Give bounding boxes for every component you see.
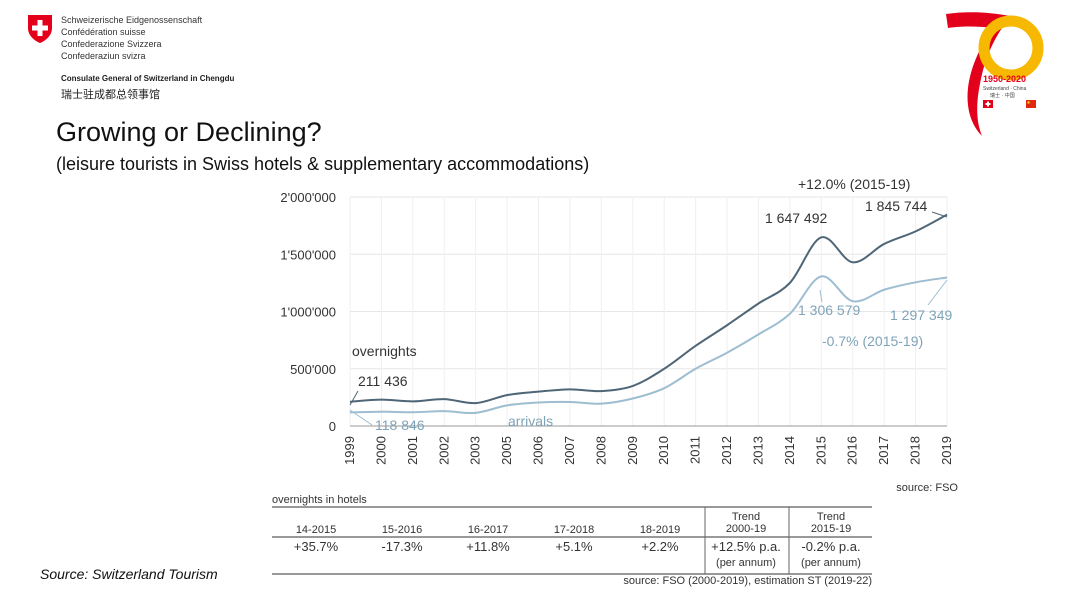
anniversary-countries: Switzerland · China [983, 86, 1027, 92]
chart-annotations: 211 436 118 846 1 647 492 1 845 744 +12.0% (… [349, 176, 952, 433]
x-tick-label: 2013 [750, 436, 765, 465]
table-source: source: FSO (2000-2019), estimation ST (… [623, 575, 872, 587]
series-line-overnights [349, 213, 948, 405]
x-tick-label: 2009 [625, 436, 640, 465]
anniversary-70-logo: 1950-2020 Switzerland · China 瑞士 · 中国 [946, 12, 1044, 136]
table-header-cell: 16-2017 [468, 524, 508, 536]
slide-title: Growing or Declining? [56, 117, 322, 147]
consulate-name-zh: 瑞士驻成都总领事馆 [61, 88, 160, 101]
table-header-cell: 18-2019 [640, 524, 680, 536]
x-tick-label: 2008 [593, 436, 608, 465]
x-tick-label: 2015 [813, 436, 828, 465]
x-tick-label: 1999 [342, 436, 357, 465]
x-tick-label: 2000 [373, 436, 388, 465]
chart-annotation: 211 436 [358, 373, 408, 389]
header-line: Schweizerische Eidgenossenschaft [61, 15, 203, 25]
annotation-leader [819, 289, 823, 303]
table-header-cell: 17-2018 [554, 524, 594, 536]
chart-annotation: 1 306 579 [798, 302, 860, 318]
x-tick-label: 2019 [939, 436, 954, 465]
table-header-cell: 14-2015 [296, 524, 336, 536]
series-label-arrivals: arrivals [508, 413, 553, 429]
y-tick-label: 500'000 [290, 362, 336, 377]
chart-annotation: 118 846 [375, 417, 425, 433]
table-header-cell: Trend [817, 511, 845, 523]
chart-annotation: 1 297 349 [890, 307, 952, 323]
annotation-leader [349, 390, 359, 406]
anniversary-countries-zh: 瑞士 · 中国 [990, 92, 1015, 99]
table-header-cell: 2015-19 [811, 523, 851, 535]
table-value-cell: (per annum) [716, 557, 776, 569]
x-tick-label: 2010 [656, 436, 671, 465]
table-value-cell: +35.7% [294, 539, 339, 554]
x-tick-label: 2011 [688, 436, 703, 464]
chart-annotation: -0.7% (2015-19) [822, 333, 923, 349]
anniversary-years: 1950-2020 [983, 74, 1026, 84]
china-flag-icon [1026, 100, 1036, 108]
table-value-cell: -17.3% [381, 539, 423, 554]
chart-grid [349, 196, 948, 427]
confederation-names: Schweizerische Eidgenossenschaft Confédé… [61, 14, 202, 62]
chart-source: source: FSO [896, 482, 958, 494]
series-line-arrivals [349, 275, 948, 415]
x-tick-label: 2018 [908, 436, 923, 465]
table-value-cell: +11.8% [466, 539, 510, 554]
annotation-leader [931, 211, 948, 218]
x-tick-label: 2005 [499, 436, 514, 465]
x-tick-label: 2002 [436, 436, 451, 465]
slide-source: Source: Switzerland Tourism [40, 566, 218, 582]
table-value-cell: -0.2% p.a. [801, 539, 860, 554]
table-value-cell: (per annum) [801, 557, 861, 569]
chart-annotation: 1 845 744 [865, 198, 927, 214]
x-tick-label: 2012 [719, 436, 734, 465]
x-tick-label: 2016 [845, 436, 860, 465]
x-tick-label: 2007 [562, 436, 577, 465]
table-value-cell: +2.2% [641, 539, 679, 554]
header-line: Confederaziun svizra [61, 51, 146, 61]
x-tick-label: 2006 [531, 436, 546, 465]
chart-series [349, 213, 948, 415]
slide-subtitle: (leisure tourists in Swiss hotels & supp… [56, 154, 590, 174]
table-value-cell: +5.1% [555, 539, 593, 554]
x-axis-ticks: 1999 2000 2001 2002 2003 2005 2006 2007 2008 2009… [342, 436, 954, 465]
table-header-cell: 15-2016 [382, 524, 422, 536]
series-label-overnights: overnights [352, 343, 417, 359]
x-tick-label: 2017 [876, 436, 891, 465]
header-line: Confédération suisse [61, 27, 146, 37]
table-header-cell: Trend [732, 511, 760, 523]
consulate-name-en: Consulate General of Switzerland in Chen… [61, 74, 235, 83]
header-line: Confederazione Svizzera [61, 39, 162, 49]
chart-annotation: +12.0% (2015-19) [798, 176, 910, 192]
y-tick-label: 0 [329, 419, 336, 434]
y-axis-ticks: 0 500'000 1'000'000 1'500'000 2'000'000 [280, 190, 336, 434]
y-tick-label: 1'500'000 [280, 247, 336, 262]
overnights-table: overnights in hotels 14-2015 +35.7% 15-2016… [272, 494, 872, 587]
y-tick-label: 2'000'000 [280, 190, 336, 205]
x-tick-label: 2014 [782, 436, 797, 465]
x-tick-label: 2003 [468, 436, 483, 465]
table-header-cell: 2000-19 [726, 523, 766, 535]
annotation-leader [349, 409, 373, 426]
y-tick-label: 1'000'000 [280, 305, 336, 320]
chart-annotation: 1 647 492 [765, 210, 827, 226]
swiss-cross-shield-icon [28, 15, 52, 43]
table-value-cell: +12.5% p.a. [711, 539, 781, 554]
x-tick-label: 2001 [405, 436, 420, 465]
table-title: overnights in hotels [272, 494, 367, 506]
annotation-leader [927, 279, 948, 306]
